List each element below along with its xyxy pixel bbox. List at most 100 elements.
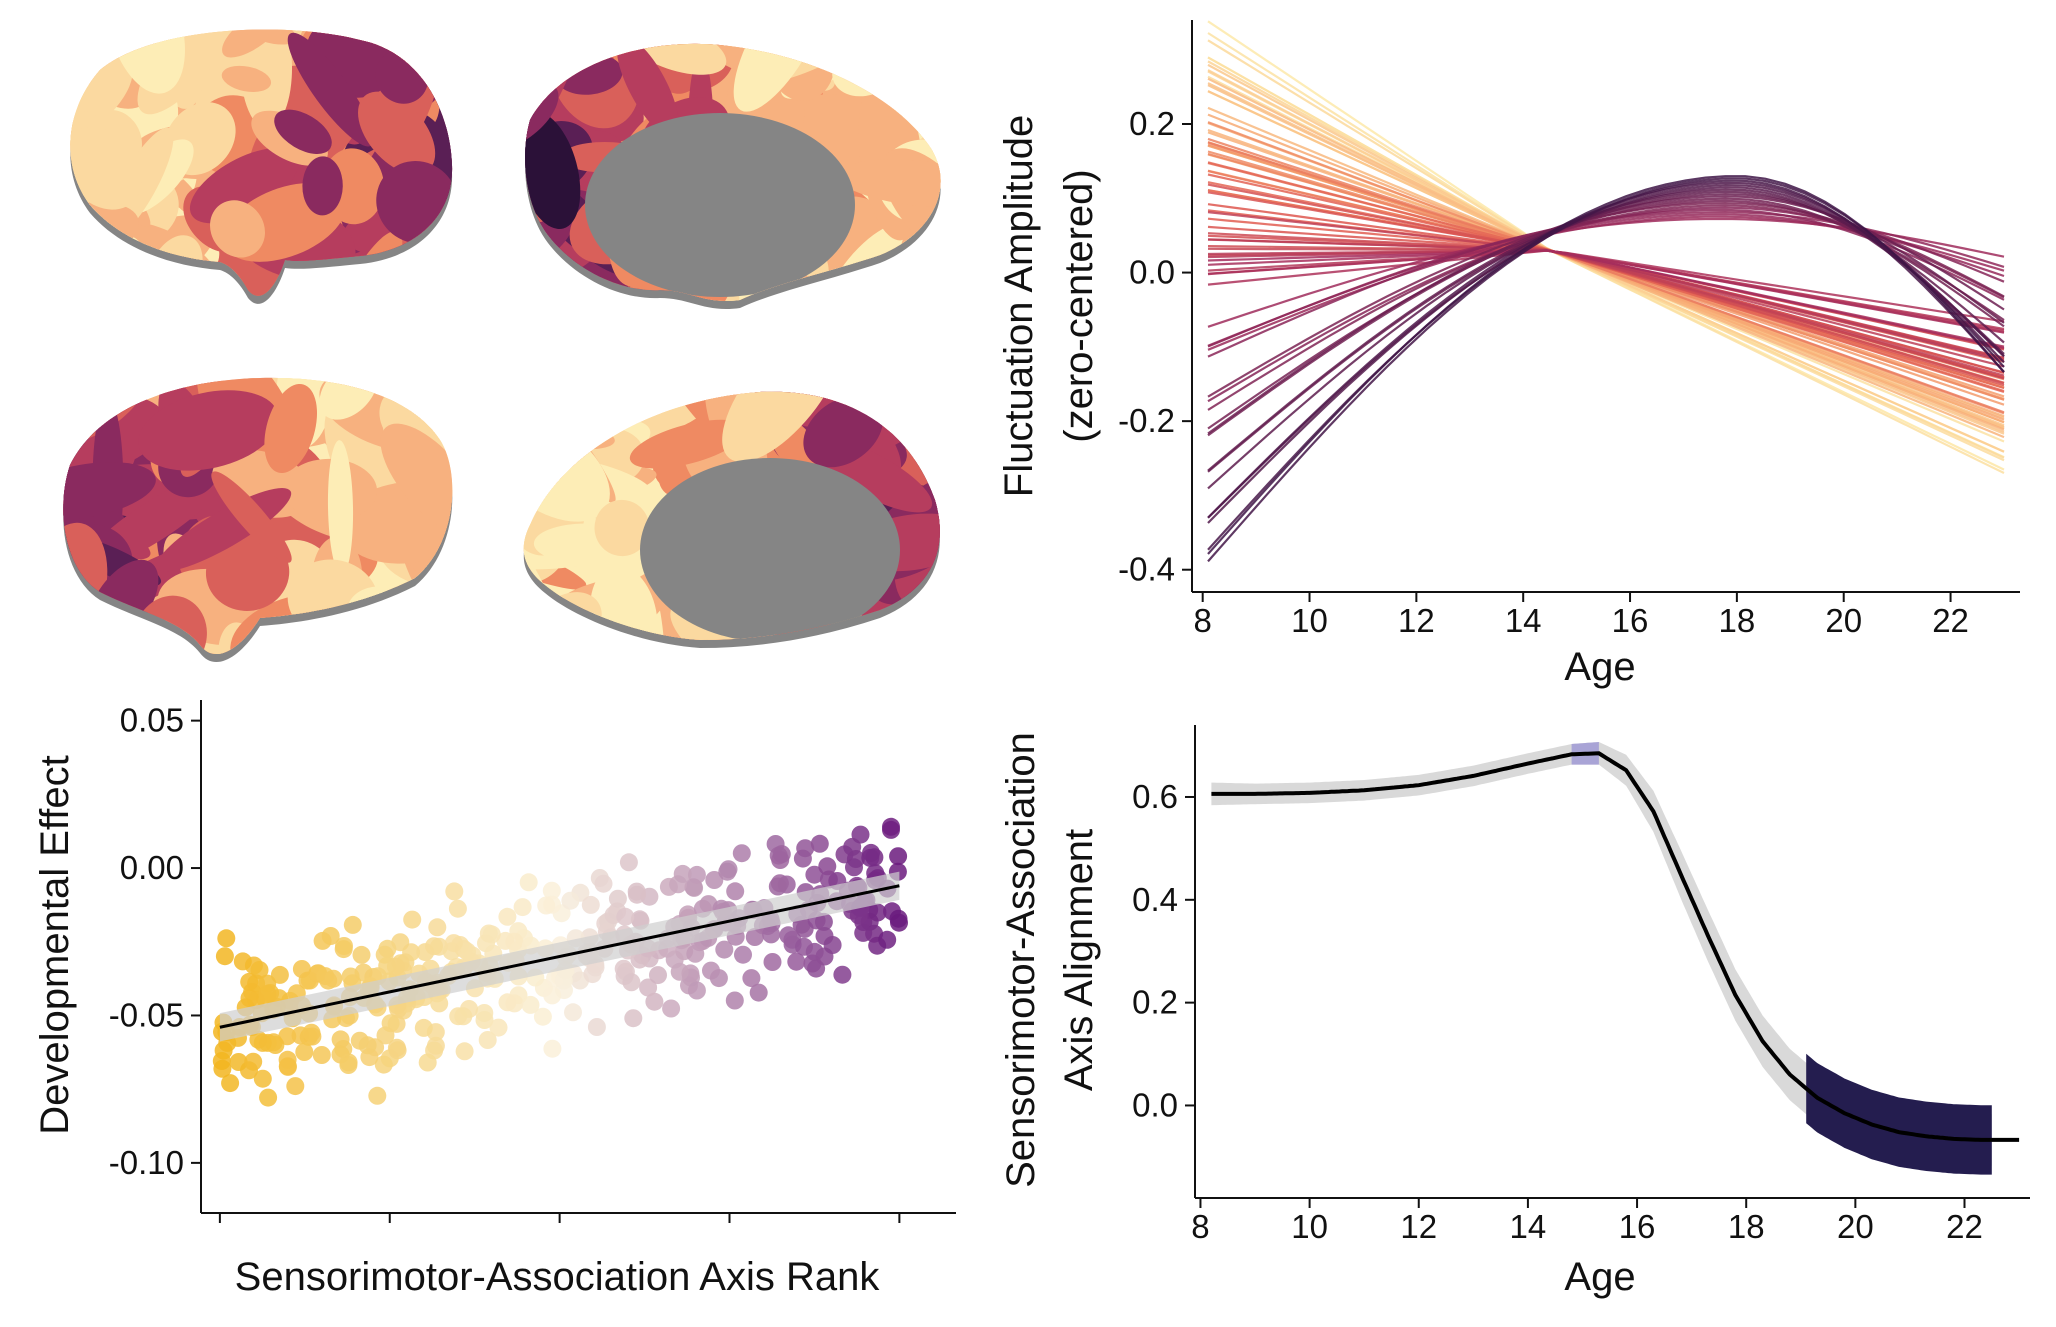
parcel bbox=[722, 391, 843, 462]
data-point bbox=[882, 820, 900, 839]
data-point bbox=[478, 1031, 497, 1049]
data-point bbox=[335, 937, 353, 955]
parcel bbox=[138, 390, 279, 471]
trajectory-line bbox=[1207, 249, 2005, 362]
data-point bbox=[587, 1018, 606, 1036]
y-tick-label: 0.0 bbox=[1129, 254, 1175, 291]
data-point bbox=[805, 865, 824, 884]
parcel bbox=[525, 43, 636, 64]
y-tick-label: -0.05 bbox=[109, 996, 184, 1033]
data-point bbox=[715, 940, 734, 959]
data-point bbox=[498, 907, 517, 926]
data-point bbox=[215, 947, 234, 966]
y-tick-label: 0.05 bbox=[120, 702, 184, 739]
data-point bbox=[594, 874, 613, 893]
parcel bbox=[525, 43, 547, 77]
parcel bbox=[106, 29, 185, 94]
data-point bbox=[854, 923, 873, 942]
data-point bbox=[312, 1046, 331, 1064]
x-tick-label: 8 bbox=[1191, 1208, 1209, 1245]
parcel bbox=[319, 377, 378, 420]
data-point bbox=[543, 986, 562, 1005]
data-point bbox=[823, 936, 842, 954]
data-point bbox=[542, 881, 561, 900]
parcel bbox=[221, 65, 272, 92]
x-axis-title: Age bbox=[1564, 645, 1635, 689]
data-point bbox=[619, 853, 638, 872]
data-point bbox=[418, 1053, 437, 1072]
data-point bbox=[845, 858, 863, 877]
parcel bbox=[72, 627, 154, 655]
parcel bbox=[63, 607, 119, 645]
parcel bbox=[594, 499, 650, 557]
parcel bbox=[395, 258, 453, 296]
right-medial-brain bbox=[523, 391, 940, 648]
y-axis-title-line2: (zero-centered) bbox=[1057, 169, 1101, 442]
x-tick-label: 10 bbox=[1291, 1208, 1328, 1245]
data-point bbox=[772, 845, 791, 864]
data-point bbox=[649, 966, 667, 985]
parcel bbox=[421, 579, 453, 655]
data-point bbox=[519, 873, 538, 892]
parcel bbox=[901, 259, 941, 302]
data-point bbox=[425, 937, 443, 956]
data-point bbox=[270, 965, 289, 984]
trajectory-line bbox=[1207, 249, 2005, 323]
parcel bbox=[189, 148, 299, 224]
parcel bbox=[616, 43, 679, 137]
data-point bbox=[521, 995, 540, 1014]
parcel bbox=[403, 595, 453, 641]
x-tick-label: 22 bbox=[1946, 1208, 1983, 1245]
developmental-effect-panel: 0.05 0.00 -0.05 -0.10 Sensorimotor-Associat… bbox=[33, 700, 956, 1299]
parcel bbox=[898, 43, 941, 115]
data-point bbox=[787, 952, 806, 971]
data-point bbox=[807, 959, 826, 978]
data-point bbox=[253, 1033, 272, 1052]
parcel bbox=[287, 32, 374, 147]
data-point bbox=[286, 1077, 305, 1096]
data-point bbox=[324, 969, 343, 988]
y-tick-label: 0.6 bbox=[1132, 778, 1178, 815]
data-point bbox=[742, 969, 761, 988]
data-point bbox=[889, 909, 908, 928]
fluctuation-trajectories-panel: 8 10 12 14 16 18 20 22 -0.4 -0.2 0.0 0.2 Age Fluctu… bbox=[997, 20, 2020, 689]
parcel bbox=[622, 43, 727, 75]
data-point bbox=[686, 944, 705, 963]
right-lateral-brain bbox=[63, 377, 453, 663]
data-point bbox=[616, 907, 635, 926]
data-point bbox=[645, 992, 664, 1011]
parcel bbox=[70, 250, 126, 296]
parcel bbox=[733, 43, 830, 112]
y-tick-label: 0.2 bbox=[1129, 105, 1175, 142]
data-point bbox=[627, 882, 646, 901]
data-point bbox=[292, 960, 311, 978]
cortical-maps bbox=[63, 29, 941, 663]
data-point bbox=[387, 1038, 406, 1057]
data-point bbox=[368, 1086, 387, 1105]
data-point bbox=[734, 945, 752, 964]
data-point bbox=[414, 1018, 433, 1037]
data-point bbox=[229, 1053, 248, 1071]
data-point bbox=[673, 864, 692, 883]
data-point bbox=[581, 895, 600, 914]
data-point bbox=[343, 915, 362, 934]
data-point bbox=[762, 925, 781, 944]
parcel bbox=[210, 200, 265, 258]
data-point bbox=[482, 925, 501, 944]
left-medial-brain bbox=[525, 43, 941, 310]
parcel bbox=[345, 620, 383, 655]
x-tick-label: 22 bbox=[1932, 602, 1969, 639]
data-point bbox=[331, 1030, 350, 1049]
y-tick-label: -0.2 bbox=[1118, 402, 1175, 439]
data-point bbox=[403, 910, 422, 929]
data-point bbox=[630, 910, 649, 929]
y-tick-label: 0.2 bbox=[1132, 984, 1178, 1021]
data-point bbox=[489, 1018, 508, 1037]
parcel bbox=[590, 565, 658, 640]
y-tick-label: 0.00 bbox=[120, 849, 184, 886]
data-point bbox=[430, 994, 449, 1013]
fit-line bbox=[219, 884, 900, 1029]
data-point bbox=[217, 929, 236, 948]
x-tick-label: 18 bbox=[1719, 602, 1756, 639]
